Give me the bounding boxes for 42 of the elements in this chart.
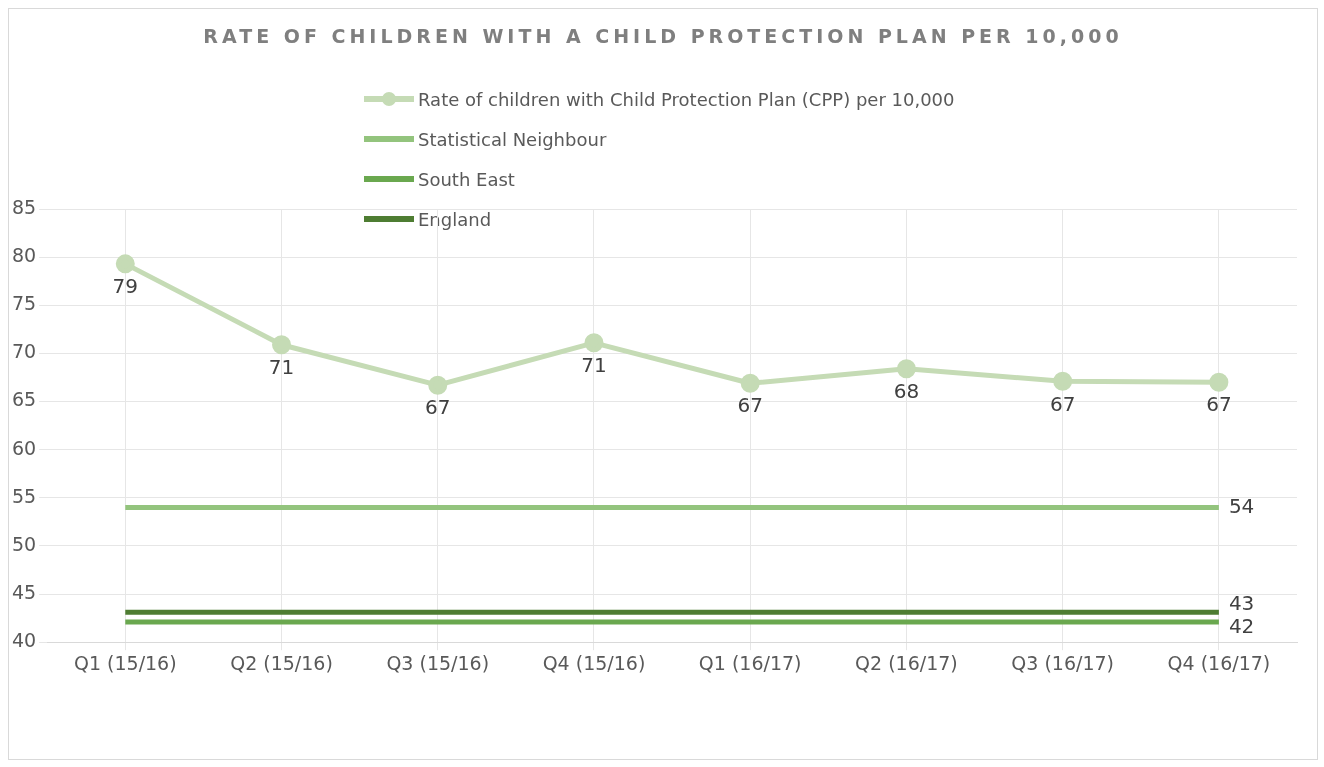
- point: [740, 373, 760, 393]
- data-label: 67: [737, 393, 763, 418]
- x-tick-label: Q4 (15/16): [542, 651, 646, 674]
- data-label: 71: [581, 353, 607, 378]
- data-label: 42: [1228, 614, 1255, 639]
- data-label: 67: [425, 395, 451, 420]
- x-tick-label: Q1 (16/17): [698, 651, 802, 674]
- legend-label: England: [417, 207, 493, 232]
- data-label: 54: [1228, 493, 1255, 518]
- y-tick-label: 65: [11, 388, 37, 411]
- legend-label: South East: [417, 167, 516, 192]
- y-tick-label: 80: [11, 244, 37, 267]
- legend-label: Statistical Neighbour: [417, 127, 608, 152]
- point: [1209, 372, 1229, 392]
- data-label: 67: [1049, 391, 1076, 416]
- data-label: 43: [1228, 590, 1255, 615]
- y-tick-label: 70: [11, 340, 37, 363]
- data-label: 79: [112, 274, 139, 299]
- x-tick-label: Q2 (15/16): [230, 651, 333, 674]
- y-tick-label: 60: [11, 436, 37, 459]
- x-tick-label: Q3 (16/17): [1011, 651, 1114, 674]
- legend-label: Rate of children with Child Protection Plan (CPP) per 10,000: [417, 87, 955, 112]
- point: [272, 335, 292, 355]
- y-tick-label: 55: [11, 484, 37, 507]
- point: [1053, 371, 1073, 391]
- x-tick-label: Q3 (15/16): [386, 651, 490, 674]
- data-label: 67: [1206, 392, 1232, 417]
- y-tick-label: 45: [11, 581, 37, 603]
- y-tick-label: 85: [11, 195, 37, 218]
- data-label: 71: [268, 354, 295, 379]
- x-tick-label: Q2 (16/17): [855, 651, 958, 674]
- data-label: 68: [893, 379, 920, 404]
- y-tick-label: 75: [11, 292, 37, 315]
- chart-title: RATE OF CHILDREN WITH A CHILD PROTECTION PLAN PER 10,000: [202, 25, 1124, 47]
- x-tick-label: Q1 (15/16): [73, 651, 177, 674]
- point: [584, 333, 604, 353]
- x-tick-label: Q4 (16/17): [1167, 651, 1271, 674]
- point: [115, 254, 135, 274]
- point: [896, 359, 916, 379]
- y-tick-label: 40: [11, 629, 37, 652]
- point: [428, 375, 448, 395]
- y-tick-label: 50: [11, 532, 37, 555]
